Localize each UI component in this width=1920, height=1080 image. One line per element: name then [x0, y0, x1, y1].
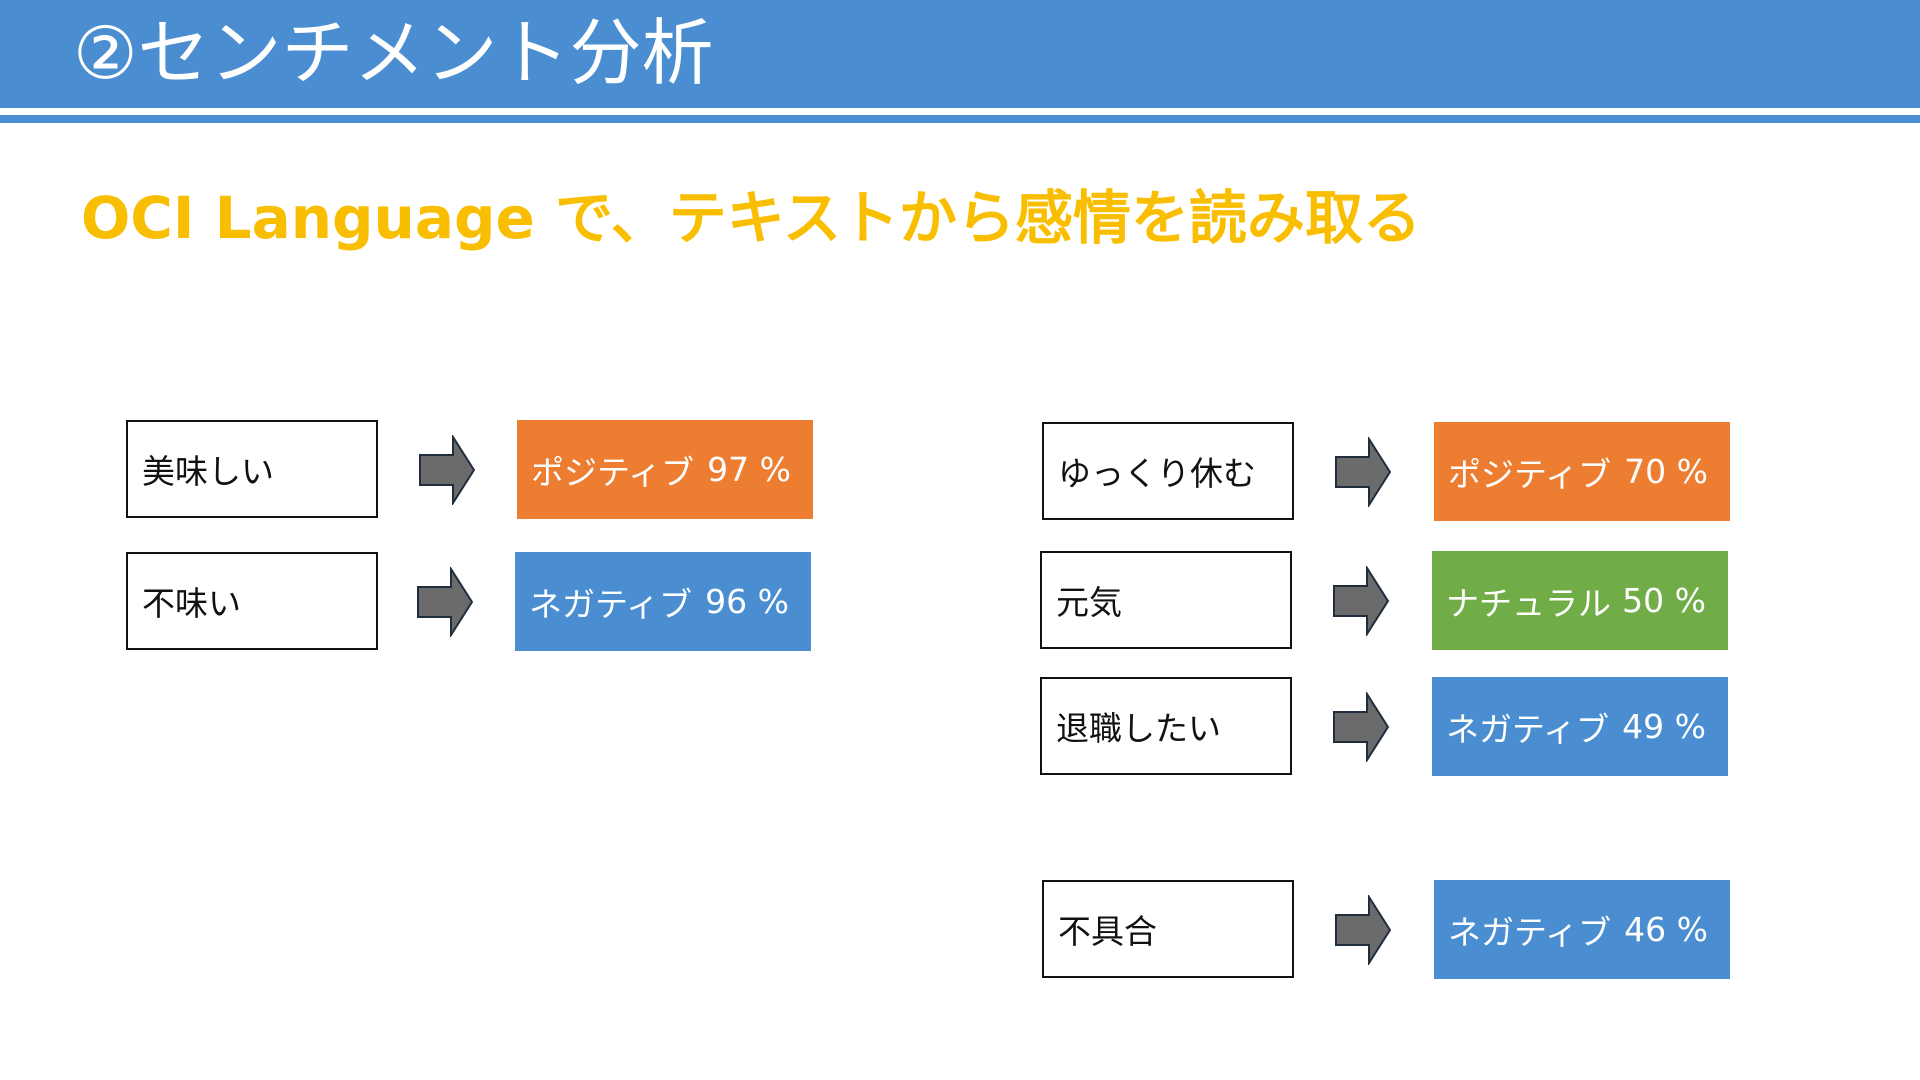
- sentiment-score: 97 %: [707, 450, 791, 489]
- input-text: 美味しい: [142, 452, 274, 491]
- arrow-right-icon: [417, 567, 473, 637]
- input-text-box: 退職したい: [1040, 677, 1292, 775]
- sentiment-result-negative: ネガティブ 96 %: [515, 552, 811, 651]
- sentiment-score: 50 %: [1622, 581, 1706, 620]
- sentiment-label: ナチュラル: [1446, 583, 1611, 623]
- sentiment-score: 46 %: [1624, 910, 1708, 949]
- sentiment-label: ポジティブ: [531, 452, 695, 492]
- header-divider: [0, 115, 1920, 123]
- sentiment-label: ネガティブ: [529, 584, 693, 624]
- arrow-right-icon: [1333, 566, 1389, 636]
- input-text-box: ゆっくり休む: [1042, 422, 1294, 520]
- sentiment-score: 49 %: [1622, 707, 1706, 746]
- subtitle: OCI Language で、テキストから感情を読み取る: [81, 184, 1421, 252]
- arrow-right-icon: [419, 435, 475, 505]
- input-text-box: 不味い: [126, 552, 378, 650]
- input-text: 退職したい: [1056, 709, 1221, 748]
- sentiment-score: 96 %: [705, 582, 789, 621]
- header-bar: [0, 0, 1920, 108]
- input-text: 不味い: [142, 584, 241, 623]
- sentiment-label: ポジティブ: [1448, 454, 1612, 494]
- input-text: ゆっくり休む: [1058, 454, 1256, 493]
- sentiment-label: ネガティブ: [1446, 709, 1610, 749]
- sentiment-result-negative: ネガティブ 46 %: [1434, 880, 1730, 979]
- input-text-box: 美味しい: [126, 420, 378, 518]
- arrow-right-icon: [1333, 692, 1389, 762]
- sentiment-score: 70 %: [1624, 452, 1708, 491]
- arrow-right-icon: [1335, 895, 1391, 965]
- sentiment-result-neutral: ナチュラル 50 %: [1432, 551, 1728, 650]
- sentiment-result-positive: ポジティブ 97 %: [517, 420, 813, 519]
- sentiment-label: ネガティブ: [1448, 912, 1612, 952]
- sentiment-result-positive: ポジティブ 70 %: [1434, 422, 1730, 521]
- input-text-box: 元気: [1040, 551, 1292, 649]
- page-title: ②センチメント分析: [73, 11, 714, 95]
- input-text-box: 不具合: [1042, 880, 1294, 978]
- sentiment-result-negative: ネガティブ 49 %: [1432, 677, 1728, 776]
- input-text: 元気: [1056, 583, 1122, 622]
- arrow-right-icon: [1335, 437, 1391, 507]
- input-text: 不具合: [1058, 912, 1157, 951]
